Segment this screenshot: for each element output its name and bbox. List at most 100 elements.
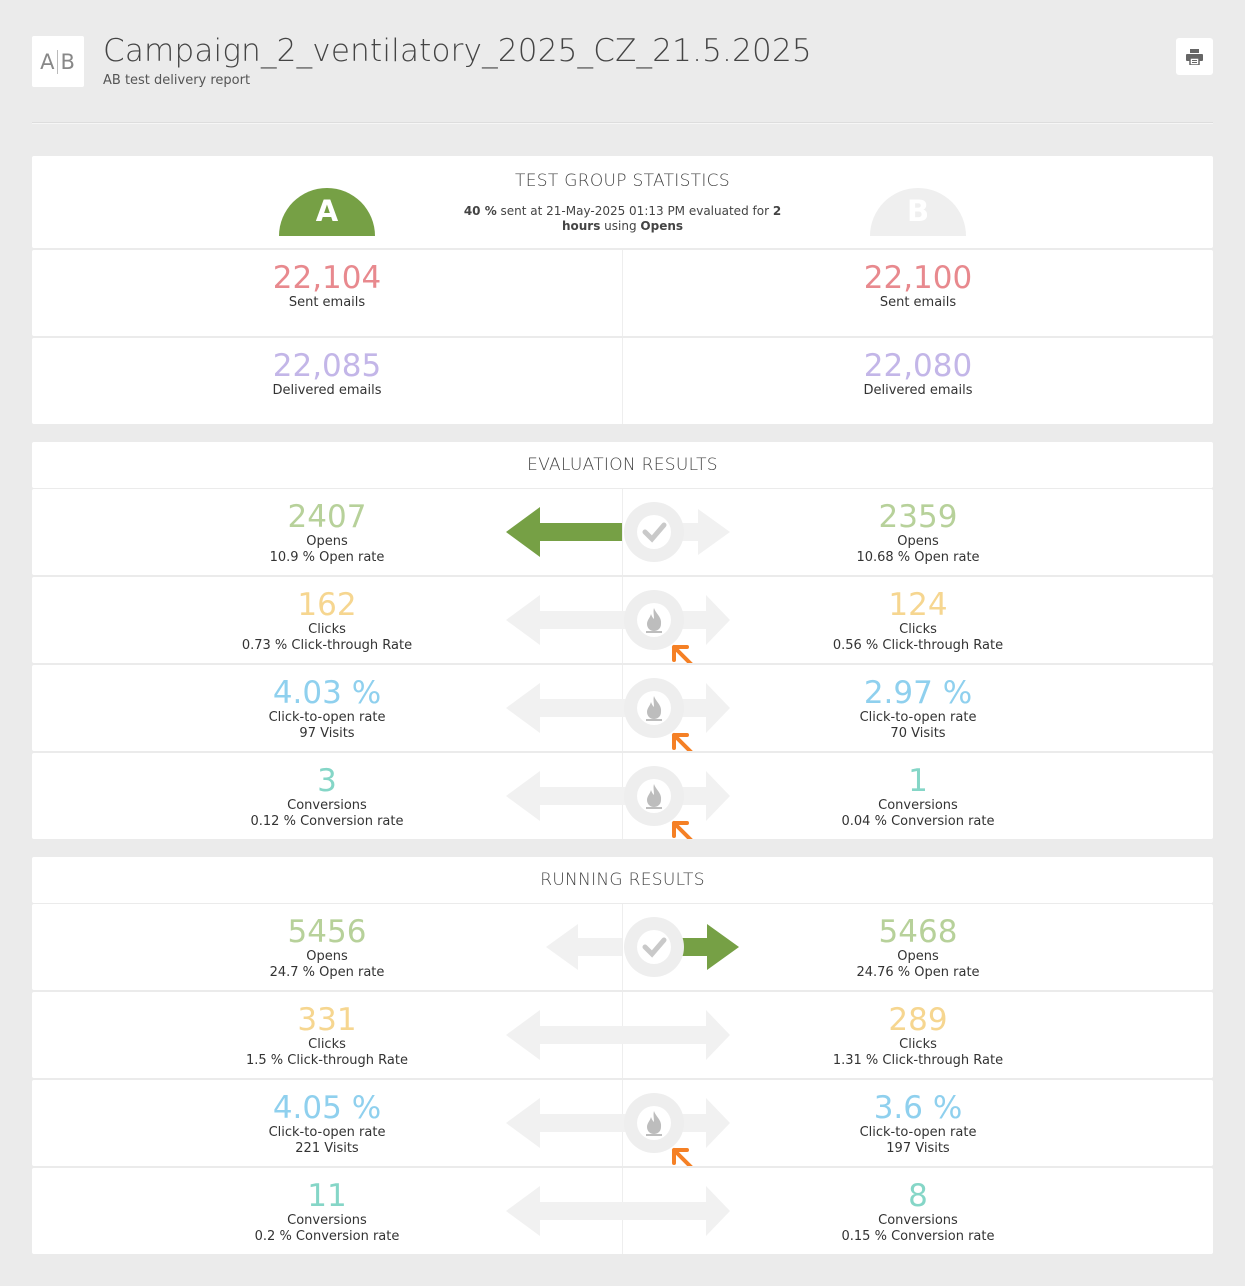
opens-b: 2359 Opens 10.68 % Open rate xyxy=(623,489,1213,575)
conversions-a-sub: 0.2 % Conversion rate xyxy=(254,1229,400,1244)
column-divider xyxy=(622,489,623,575)
summary-hours-word: hours xyxy=(561,219,601,233)
sent-b: 22,100 Sent emails xyxy=(623,250,1213,336)
evaluation-title-panel: EVALUATION RESULTS xyxy=(32,442,1213,488)
logo-letter-a: A xyxy=(40,49,56,74)
opens-a-value: 5456 xyxy=(287,914,367,950)
click-to-open-b: 2.97 % Click-to-open rate 70 Visits xyxy=(623,665,1213,751)
logo-divider xyxy=(57,49,59,74)
clicks-a-value: 162 xyxy=(297,587,357,623)
winner-arrow-b xyxy=(506,904,740,990)
click-to-open-a: 4.03 % Click-to-open rate 97 Visits xyxy=(32,665,622,751)
opens-a: 5456 Opens 24.7 % Open rate xyxy=(32,904,622,990)
conversions-a-value: 11 xyxy=(307,1178,347,1214)
opens-b-value: 2359 xyxy=(878,499,958,535)
opens-a-label: Opens xyxy=(306,534,348,549)
evaluation-opens-row: 2407 Opens 10.9 % Open rate 2359 Opens 10.68 … xyxy=(32,489,1213,575)
opens-a-sub: 24.7 % Open rate xyxy=(269,965,385,980)
comparison-arrow xyxy=(506,577,740,674)
running-click-to-open-row: 4.05 % Click-to-open rate 221 Visits 3.6 % C… xyxy=(32,1080,1213,1177)
clicks-a-label: Clicks xyxy=(308,1037,346,1052)
evaluation-title: EVALUATION RESULTS xyxy=(527,455,718,475)
page-title: Campaign_2_ventilatory_2025_CZ_21.5.2025 xyxy=(103,33,812,69)
evaluation-clicks-row: 162 Clicks 0.73 % Click-through Rate 124 Cli… xyxy=(32,577,1213,674)
conversions-b-label: Conversions xyxy=(878,1213,958,1228)
click-to-open-a-value: 4.05 % xyxy=(272,1090,382,1126)
column-divider xyxy=(622,338,623,424)
clicks-b-label: Clicks xyxy=(899,1037,937,1052)
summary-sent-at: sent at 21-May-2025 01:13 PM evaluated f… xyxy=(496,204,773,218)
click-to-open-a-label: Click-to-open rate xyxy=(268,1125,386,1140)
click-to-open-b-value: 3.6 % xyxy=(873,1090,963,1126)
comparison-arrow xyxy=(506,665,740,762)
opens-a-value: 2407 xyxy=(287,499,367,535)
evaluation-click-to-open-row: 4.03 % Click-to-open rate 97 Visits 2.97 % C… xyxy=(32,665,1213,762)
clicks-b-label: Clicks xyxy=(899,622,937,637)
variant-b-letter: B xyxy=(906,194,930,228)
running-clicks-row: 331 Clicks 1.5 % Click-through Rate 289 Clic… xyxy=(32,992,1213,1078)
conversions-a-label: Conversions xyxy=(287,1213,367,1228)
variant-b-circle: B xyxy=(870,188,966,236)
conversions-b-sub: 0.15 % Conversion rate xyxy=(841,1229,995,1244)
clicks-b-value: 124 xyxy=(888,587,948,623)
page-subtitle: AB test delivery report xyxy=(103,73,251,88)
summary-percent: 40 % xyxy=(463,204,497,218)
print-button[interactable] xyxy=(1176,38,1213,75)
conversions-b-sub: 0.04 % Conversion rate xyxy=(841,814,995,829)
column-divider xyxy=(622,250,623,336)
click-to-open-b-label: Click-to-open rate xyxy=(859,710,977,725)
opens-b: 5468 Opens 24.76 % Open rate xyxy=(623,904,1213,990)
variant-a-circle: A xyxy=(279,188,375,236)
clicks-a-value: 331 xyxy=(297,1002,357,1038)
sent-b-label: Sent emails xyxy=(879,295,957,310)
variant-b-badge: B xyxy=(870,188,966,236)
click-to-open-a-value: 4.03 % xyxy=(272,675,382,711)
clicks-a-sub: 0.73 % Click-through Rate xyxy=(241,638,413,653)
opens-a-sub: 10.9 % Open rate xyxy=(269,550,385,565)
logo-letter-b: B xyxy=(60,49,76,74)
conversions-b: 1 Conversions 0.04 % Conversion rate xyxy=(623,753,1213,839)
clicks-a: 162 Clicks 0.73 % Click-through Rate xyxy=(32,577,622,663)
comparison-arrow xyxy=(506,753,740,850)
delivered-b-label: Delivered emails xyxy=(863,383,973,398)
click-to-open-b-sub: 70 Visits xyxy=(890,726,946,741)
clicks-b-sub: 1.31 % Click-through Rate xyxy=(832,1053,1004,1068)
click-to-open-b-sub: 197 Visits xyxy=(886,1141,950,1156)
click-to-open-a-sub: 97 Visits xyxy=(299,726,355,741)
sent-b-value: 22,100 xyxy=(863,260,973,296)
delivered-a-label: Delivered emails xyxy=(272,383,382,398)
clicks-a: 331 Clicks 1.5 % Click-through Rate xyxy=(32,992,622,1078)
conversions-b-label: Conversions xyxy=(878,798,958,813)
conversions-a: 11 Conversions 0.2 % Conversion rate xyxy=(32,1168,622,1254)
opens-a: 2407 Opens 10.9 % Open rate xyxy=(32,489,622,575)
conversions-b-value: 1 xyxy=(908,763,928,799)
click-to-open-a: 4.05 % Click-to-open rate 221 Visits xyxy=(32,1080,622,1166)
clicks-a-label: Clicks xyxy=(308,622,346,637)
test-summary: 40 % sent at 21-May-2025 01:13 PM evalua… xyxy=(460,204,785,234)
comparison-arrow xyxy=(506,1080,740,1177)
variant-a-badge: A xyxy=(279,188,375,236)
summary-hours: 2 xyxy=(772,204,782,218)
test-group-title: TEST GROUP STATISTICS xyxy=(515,171,730,191)
delivered-row: 22,085 Delivered emails 22,080 Delivered… xyxy=(32,338,1213,424)
comparison-arrow xyxy=(506,1168,740,1254)
delivered-b-value: 22,080 xyxy=(863,348,973,384)
summary-metric: Opens xyxy=(640,219,684,233)
sent-a-label: Sent emails xyxy=(288,295,366,310)
printer-icon xyxy=(1186,48,1203,65)
conversions-a: 3 Conversions 0.12 % Conversion rate xyxy=(32,753,622,839)
conversions-a-value: 3 xyxy=(317,763,337,799)
sent-row: 22,104 Sent emails 22,100 Sent emails xyxy=(32,250,1213,336)
running-title-panel: RUNNING RESULTS xyxy=(32,857,1213,903)
opens-b-label: Opens xyxy=(897,949,939,964)
opens-b-label: Opens xyxy=(897,534,939,549)
clicks-b-sub: 0.56 % Click-through Rate xyxy=(832,638,1004,653)
opens-b-sub: 10.68 % Open rate xyxy=(856,550,980,565)
opens-b-value: 5468 xyxy=(878,914,958,950)
running-title: RUNNING RESULTS xyxy=(540,870,705,890)
column-divider xyxy=(622,904,623,990)
test-group-panel: TEST GROUP STATISTICS A B 40 % sent at 2… xyxy=(32,156,1213,248)
conversions-b-value: 8 xyxy=(908,1178,928,1214)
